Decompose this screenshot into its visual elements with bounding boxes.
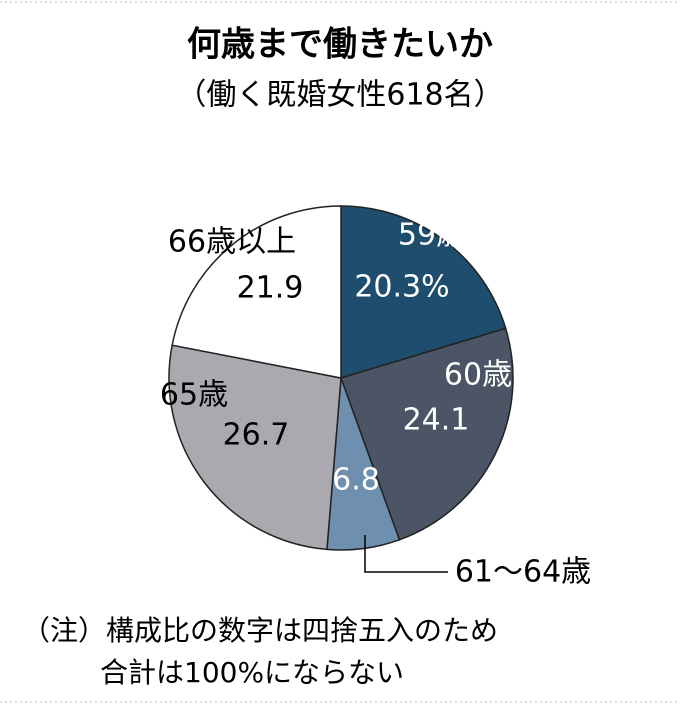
pie-slice bbox=[340, 327, 514, 541]
chart-title: 何歳まで働きたいか bbox=[187, 25, 493, 65]
leader-line bbox=[364, 535, 448, 573]
pie bbox=[168, 205, 514, 551]
chart-subtitle: （働く既婚女性618名） bbox=[176, 78, 503, 113]
value-label: 20.3% bbox=[354, 270, 449, 305]
category-label: 61〜64歳 bbox=[455, 555, 591, 590]
value-label: 6.8 bbox=[332, 463, 380, 498]
category-label: 66歳以上 bbox=[168, 225, 296, 260]
value-label: 26.7 bbox=[223, 418, 290, 453]
labels: 59歳以下 20.3% 60歳 24.1 61〜64歳 6.8 65歳 26.7 66歳以上 21… bbox=[160, 218, 591, 590]
pie-slice bbox=[168, 344, 342, 551]
value-label: 21.9 bbox=[237, 271, 304, 306]
value-label: 24.1 bbox=[403, 403, 470, 438]
category-label: 60歳 bbox=[444, 358, 512, 393]
category-label: 65歳 bbox=[160, 378, 228, 413]
category-label: 59歳以下 bbox=[398, 218, 526, 253]
note-line: 合計は100%にならない bbox=[100, 656, 404, 689]
note-line: （注）構成比の数字は四捨五入のため bbox=[22, 614, 498, 647]
pie-slice bbox=[340, 205, 507, 380]
pie-slice bbox=[171, 205, 342, 379]
